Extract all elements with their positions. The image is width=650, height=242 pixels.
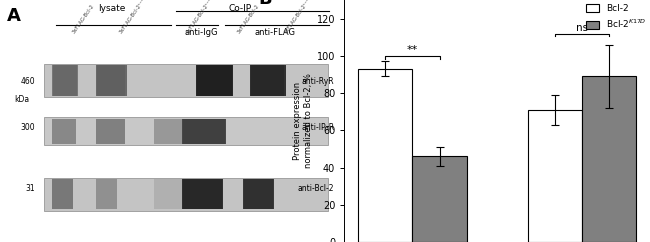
Text: anti-Bcl-2: anti-Bcl-2 (298, 184, 335, 193)
Text: anti-FLAG: anti-FLAG (255, 28, 296, 37)
Bar (196, 65, 233, 96)
Bar (244, 179, 272, 209)
Bar (528, 110, 582, 242)
Bar (96, 119, 125, 144)
Text: Co-IP: Co-IP (228, 4, 252, 13)
Bar (183, 179, 223, 209)
Bar (154, 119, 189, 144)
Text: anti-IP₃R: anti-IP₃R (302, 122, 335, 132)
Bar (358, 69, 413, 242)
Bar (251, 65, 285, 96)
Bar (96, 65, 127, 96)
Bar (154, 179, 187, 209)
Bar (96, 179, 116, 209)
Bar (53, 65, 77, 96)
Text: **: ** (407, 45, 418, 55)
Bar (53, 179, 73, 209)
Bar (413, 156, 467, 242)
Text: anti-IgG: anti-IgG (185, 28, 218, 37)
Bar (53, 119, 76, 144)
Bar (250, 65, 285, 96)
Text: 3xFLAG-Bcl-2ᵏ¹⁷ᴰ: 3xFLAG-Bcl-2ᵏ¹⁷ᴰ (118, 0, 148, 34)
Text: 3xFLAG-Bcl-2: 3xFLAG-Bcl-2 (71, 3, 95, 34)
Text: 3xFLAG-Bcl-2: 3xFLAG-Bcl-2 (237, 3, 261, 34)
Text: 31: 31 (26, 184, 36, 193)
Bar (243, 179, 274, 209)
Text: ns: ns (576, 23, 588, 33)
Text: 460: 460 (21, 76, 36, 86)
Y-axis label: Protein expression
normalized to Bcl-2, %: Protein expression normalized to Bcl-2, … (293, 74, 313, 168)
Bar (183, 179, 222, 209)
Text: lysate: lysate (98, 4, 125, 13)
Text: kDa: kDa (14, 95, 29, 104)
Bar (183, 119, 226, 144)
Bar (197, 65, 232, 96)
Legend: Bcl-2, Bcl-2$^{K17D}$: Bcl-2, Bcl-2$^{K17D}$ (582, 0, 650, 34)
Bar (44, 178, 328, 211)
Text: 300: 300 (21, 122, 36, 132)
Bar (44, 117, 328, 145)
Bar (582, 76, 636, 242)
Text: 3xFLAG-Bcl-2ᵏ¹⁷ᴰ: 3xFLAG-Bcl-2ᵏ¹⁷ᴰ (284, 0, 313, 34)
Text: 3xFLAG-Bcl-2ᵏ¹⁷ᴰ: 3xFLAG-Bcl-2ᵏ¹⁷ᴰ (186, 0, 215, 34)
Text: anti-RyR: anti-RyR (302, 76, 335, 86)
Bar (44, 64, 328, 97)
Text: A: A (6, 7, 21, 25)
Text: B: B (259, 0, 272, 8)
Bar (183, 119, 226, 144)
Bar (97, 65, 125, 96)
Bar (53, 65, 78, 96)
